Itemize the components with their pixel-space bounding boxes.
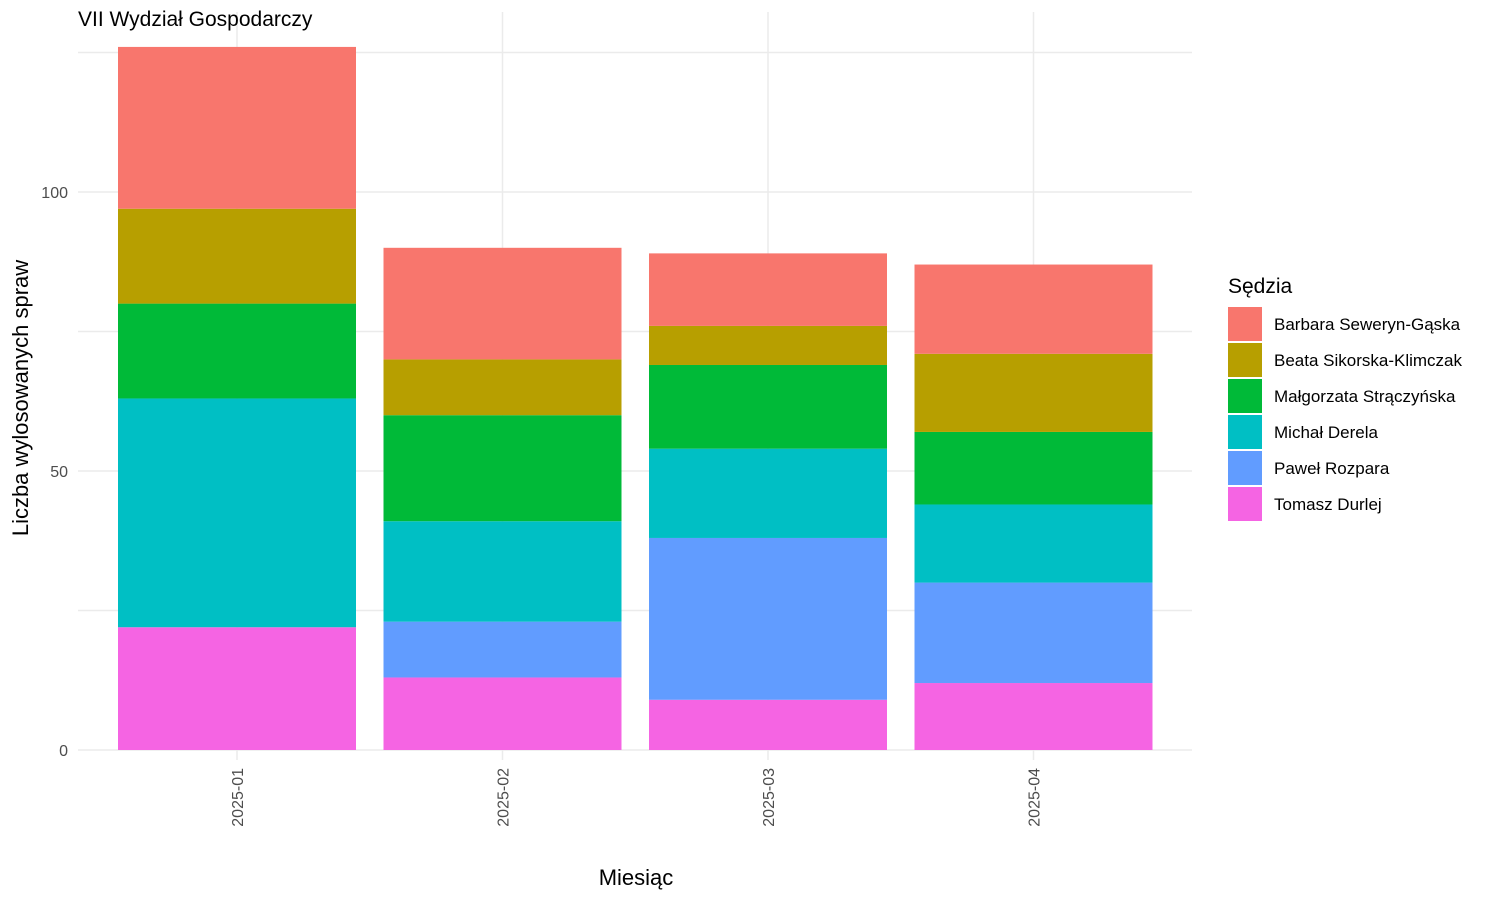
bar-segment bbox=[649, 325, 887, 365]
legend-title: Sędzia bbox=[1228, 275, 1293, 298]
legend: Sędzia Barbara Seweryn-Gąska Beata Sikors… bbox=[1228, 275, 1463, 521]
bar-segment bbox=[649, 699, 887, 750]
bar-segment bbox=[118, 303, 356, 399]
bar-segment bbox=[383, 677, 622, 750]
legend-swatch bbox=[1228, 451, 1262, 485]
bar-segment bbox=[383, 359, 622, 416]
legend-label: Małgorzata Strączyńska bbox=[1274, 387, 1456, 406]
x-tick-label: 2025-04 bbox=[1027, 768, 1044, 827]
legend-items: Barbara Seweryn-Gąska Beata Sikorska-Klim… bbox=[1228, 307, 1463, 521]
legend-label: Paweł Rozpara bbox=[1274, 459, 1390, 478]
chart-title: VII Wydział Gospodarczy bbox=[78, 8, 313, 31]
bar-segment bbox=[914, 582, 1153, 684]
legend-label: Barbara Seweryn-Gąska bbox=[1274, 315, 1461, 334]
bar-segment bbox=[649, 253, 887, 326]
bar-segment bbox=[914, 264, 1153, 354]
legend-swatch bbox=[1228, 343, 1262, 377]
bar-segment bbox=[383, 247, 622, 360]
bar-segment bbox=[383, 521, 622, 622]
legend-label: Michał Derela bbox=[1274, 423, 1378, 442]
x-tick-label: 2025-02 bbox=[496, 768, 513, 827]
bar-segment bbox=[914, 683, 1153, 750]
bar-segment bbox=[118, 398, 356, 628]
y-axis-title: Liczba wylosowanych spraw bbox=[8, 260, 33, 536]
bar-segment bbox=[649, 364, 887, 449]
x-tick-label: 2025-01 bbox=[230, 768, 247, 827]
bar-segment bbox=[914, 504, 1153, 583]
bar-segment bbox=[914, 353, 1153, 432]
bar-segment bbox=[383, 415, 622, 522]
bar-segment bbox=[118, 627, 356, 750]
x-tick-labels: 2025-01 2025-02 2025-03 2025-04 bbox=[230, 768, 1044, 827]
y-tick-label: 0 bbox=[59, 743, 68, 760]
legend-swatch bbox=[1228, 307, 1262, 341]
y-tick-label: 50 bbox=[50, 464, 68, 481]
bar-segment bbox=[649, 537, 887, 700]
x-axis-title: Miesiąc bbox=[599, 865, 674, 890]
legend-swatch bbox=[1228, 487, 1262, 521]
y-tick-labels: 0 50 100 bbox=[41, 185, 68, 760]
legend-label: Beata Sikorska-Klimczak bbox=[1274, 351, 1463, 370]
bar-segment bbox=[118, 208, 356, 304]
bar-segment bbox=[118, 46, 356, 209]
legend-swatch bbox=[1228, 415, 1262, 449]
bars-layer bbox=[118, 46, 1153, 750]
y-tick-label: 100 bbox=[41, 185, 68, 202]
bar-segment bbox=[383, 621, 622, 678]
legend-swatch bbox=[1228, 379, 1262, 413]
bar-segment bbox=[649, 448, 887, 538]
bar-segment bbox=[914, 431, 1153, 505]
legend-label: Tomasz Durlej bbox=[1274, 495, 1382, 514]
x-tick-label: 2025-03 bbox=[761, 768, 778, 827]
